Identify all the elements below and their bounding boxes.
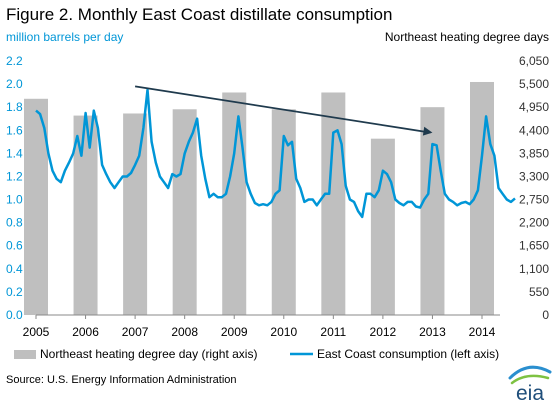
heating-degree-bar xyxy=(420,107,445,315)
left-tick-label: 0.0 xyxy=(6,308,23,322)
heating-degree-bar xyxy=(222,92,247,315)
left-tick-label: 1.2 xyxy=(6,169,23,183)
x-tick-label: 2013 xyxy=(419,325,446,339)
right-tick-label: 550 xyxy=(529,285,549,299)
x-tick-label: 2009 xyxy=(221,325,248,339)
chart-title: Figure 2. Monthly East Coast distillate … xyxy=(6,5,392,24)
right-tick-label: 2,750 xyxy=(519,193,549,207)
heating-degree-bar xyxy=(172,109,197,315)
heating-degree-bar xyxy=(24,98,48,315)
eia-logo-text: eia xyxy=(516,382,544,404)
left-tick-label: 0.6 xyxy=(6,239,23,253)
right-tick-label: 0 xyxy=(542,308,549,322)
x-axis-ticks: 2005 2006 2007 2008 2009 2010 2011 2012 2013 2014 xyxy=(23,315,496,339)
left-axis-ticks: 0.0 0.2 0.4 0.6 0.8 1.0 1.2 1.4 1.6 1.8 2.0 2.2 xyxy=(6,54,23,322)
x-tick-label: 2011 xyxy=(320,325,346,339)
left-tick-label: 1.8 xyxy=(6,100,23,114)
right-tick-label: 3,300 xyxy=(519,169,549,183)
right-tick-label: 4,400 xyxy=(519,123,549,137)
heating-degree-bar xyxy=(321,92,346,315)
left-tick-label: 0.2 xyxy=(6,285,23,299)
left-tick-label: 1.0 xyxy=(6,193,23,207)
heating-degree-bars xyxy=(24,81,494,316)
right-tick-label: 3,850 xyxy=(519,146,549,160)
x-tick-label: 2007 xyxy=(122,325,149,339)
x-tick-label: 2006 xyxy=(72,325,99,339)
heating-degree-bar xyxy=(370,138,395,315)
heating-degree-bar xyxy=(73,115,98,315)
left-tick-label: 1.6 xyxy=(6,123,23,137)
left-tick-label: 2.2 xyxy=(6,54,23,68)
x-tick-label: 2005 xyxy=(23,325,50,339)
x-tick-label: 2012 xyxy=(370,325,397,339)
heating-degree-bar xyxy=(123,113,148,315)
legend-label-line: East Coast consumption (left axis) xyxy=(317,347,499,361)
east-coast-consumption-line xyxy=(35,88,516,219)
source-note: Source: U.S. Energy Information Administ… xyxy=(6,374,237,386)
x-tick-label: 2008 xyxy=(171,325,198,339)
trend-arrow-shaft xyxy=(134,85,431,134)
left-axis-title: million barrels per day xyxy=(6,30,123,44)
left-tick-label: 2.0 xyxy=(6,77,23,91)
legend-swatch-bars xyxy=(14,350,36,359)
x-tick-label: 2010 xyxy=(270,325,297,339)
right-tick-label: 1,100 xyxy=(519,262,549,276)
eia-logo: eia xyxy=(508,365,552,404)
x-tick-label: 2014 xyxy=(469,325,496,339)
right-tick-label: 6,050 xyxy=(519,54,549,68)
legend-label-bars: Northeast heating degree day (right axis… xyxy=(40,347,257,361)
left-tick-label: 0.4 xyxy=(6,262,23,276)
right-axis-title: Northeast heating degree days xyxy=(385,30,549,44)
right-tick-label: 1,650 xyxy=(519,239,549,253)
right-tick-label: 5,500 xyxy=(519,77,549,91)
left-tick-label: 0.8 xyxy=(6,216,23,230)
right-tick-label: 4,950 xyxy=(519,100,549,114)
right-axis-ticks: 0 550 1,100 1,650 2,200 2,750 3,300 3,850 4,400 4… xyxy=(519,54,549,322)
trend-arrow-head xyxy=(422,126,433,136)
left-tick-label: 1.4 xyxy=(6,146,23,160)
trend-arrow xyxy=(134,85,433,136)
right-tick-label: 2,200 xyxy=(519,216,549,230)
